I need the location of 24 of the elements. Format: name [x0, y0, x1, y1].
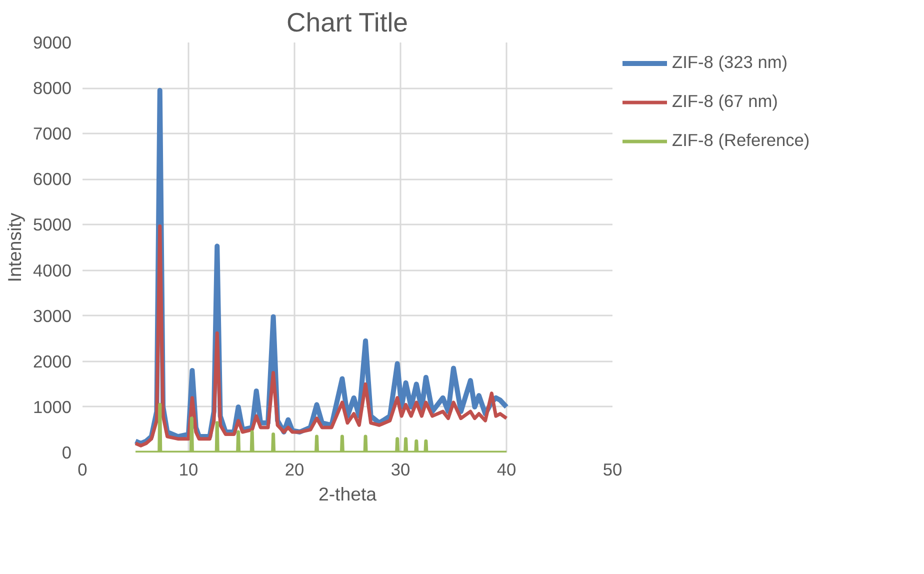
legend-label: ZIF-8 (Reference)	[672, 130, 810, 151]
y-tick-label: 3000	[32, 306, 72, 326]
y-tick-label: 5000	[32, 214, 72, 235]
y-tick-label: 7000	[32, 124, 72, 144]
y-axis-title: Intensity	[4, 212, 25, 282]
y-tick-label: 4000	[32, 260, 72, 280]
legend-label: ZIF-8 (323 nm)	[672, 52, 788, 73]
y-tick-label: 2000	[32, 351, 72, 372]
line-series	[134, 224, 508, 448]
legend-label: ZIF-8 (67 nm)	[672, 91, 778, 112]
x-axis-title: 2-theta	[318, 484, 378, 504]
chart-title: Chart Title	[286, 8, 408, 38]
y-tick-label: 1000	[32, 396, 72, 417]
x-tick-label: 50	[602, 460, 622, 480]
x-tick-label: 30	[390, 460, 410, 480]
line-series	[134, 402, 508, 452]
x-tick-label: 10	[178, 460, 198, 480]
x-tick-label: 20	[284, 460, 304, 480]
x-tick-label: 0	[78, 460, 88, 480]
y-tick-label: 8000	[32, 78, 72, 98]
x-tick-label: 40	[496, 460, 516, 480]
y-tick-label: 0	[62, 442, 72, 462]
y-tick-label: 6000	[32, 169, 72, 190]
y-tick-label: 9000	[32, 32, 72, 52]
